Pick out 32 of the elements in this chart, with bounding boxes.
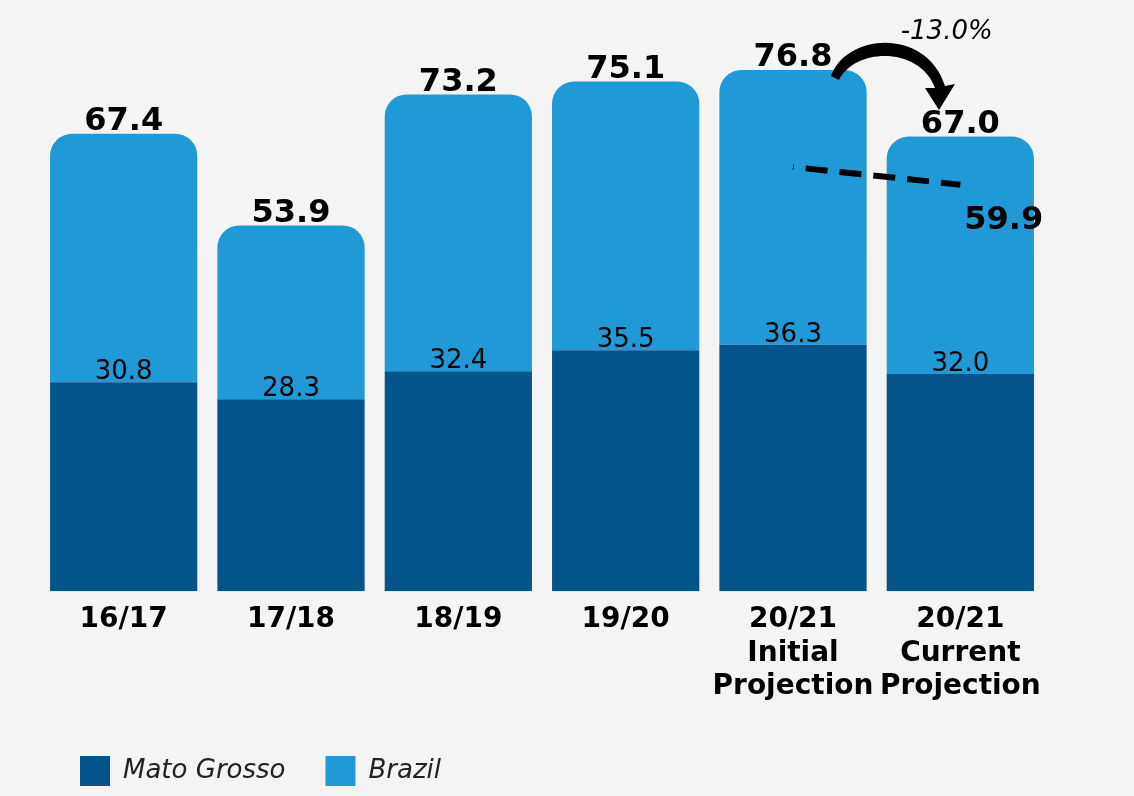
bar — [217, 225, 365, 400]
x-tick-label: 20/21 Current Projection — [879, 601, 1041, 702]
bar — [50, 133, 198, 383]
bar — [384, 371, 532, 592]
data-label: 36.3 — [764, 317, 822, 348]
data-label: 30.8 — [94, 354, 153, 385]
total-label: 67.4 — [84, 100, 164, 139]
bar — [217, 399, 365, 592]
legend-label: Brazil — [368, 753, 442, 784]
bar — [719, 344, 867, 592]
total-label: 73.2 — [418, 60, 498, 99]
total-label: 53.9 — [251, 191, 331, 230]
data-label: 32.0 — [931, 346, 990, 377]
x-tick-label: 20/21 Initial Projection — [712, 601, 874, 702]
x-tick-label: 16/17 — [79, 601, 168, 635]
annotation: -13.0% — [900, 14, 993, 45]
bar — [50, 382, 198, 592]
total-label: 75.1 — [586, 47, 666, 86]
x-tick-label: 18/19 — [414, 601, 503, 635]
bar — [552, 81, 700, 351]
legend-label: Mato Grosso — [123, 753, 286, 784]
bar — [384, 94, 532, 372]
total-label: 76.8 — [753, 36, 833, 75]
bar — [552, 350, 700, 592]
x-tick-label: 19/20 — [581, 601, 670, 635]
x-tick-label: 17/18 — [246, 601, 336, 635]
data-label: 32.4 — [429, 344, 488, 375]
data-label: 28.3 — [262, 371, 320, 402]
bar — [719, 70, 867, 345]
data-label: 35.5 — [596, 323, 655, 354]
bar — [886, 374, 1034, 592]
total-label: 67.0 — [920, 102, 1000, 141]
